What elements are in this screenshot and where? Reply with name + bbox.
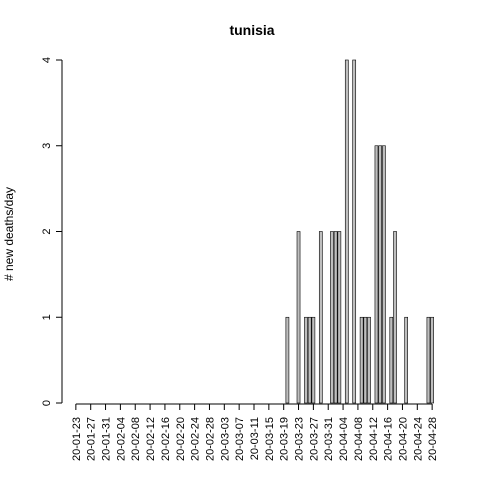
- y-tick-label: 4: [41, 57, 53, 63]
- bar: [389, 316, 394, 404]
- x-tick-label: 20-04-20: [397, 417, 409, 461]
- bar: [337, 231, 342, 404]
- bar: [374, 145, 379, 404]
- bar: [296, 231, 301, 404]
- x-tick-label: 20-02-16: [160, 417, 172, 461]
- y-tick-label: 1: [41, 314, 53, 320]
- x-tick-label: 20-03-23: [294, 417, 306, 461]
- x-tick-label: 20-04-04: [338, 417, 350, 461]
- x-tick-label: 20-03-15: [264, 417, 276, 461]
- bar: [359, 316, 364, 404]
- x-tick-label: 20-01-31: [101, 417, 113, 461]
- x-tick-label: 20-02-08: [130, 417, 142, 461]
- bar: [378, 145, 383, 404]
- x-tick-label: 20-03-07: [234, 417, 246, 461]
- bar: [344, 59, 349, 404]
- y-tick-label: 3: [41, 143, 53, 149]
- bar: [393, 231, 397, 404]
- bar: [363, 316, 368, 404]
- bar: [382, 145, 386, 404]
- x-tick-label: 20-02-20: [175, 417, 187, 461]
- bar: [333, 231, 338, 404]
- x-tick-label: 20-02-24: [190, 417, 202, 461]
- bars: [285, 59, 434, 404]
- y-axis-label: # new deaths/day: [2, 187, 16, 281]
- x-tick-label: 20-04-08: [353, 417, 365, 461]
- x-axis: 20-01-23 20-01-27 20-01-31 20-02-04 20-02-08…: [71, 403, 439, 461]
- bar: [426, 316, 431, 404]
- x-tick-label: 20-01-27: [86, 417, 98, 461]
- bar: [430, 316, 434, 404]
- y-tick-label: 2: [41, 228, 53, 234]
- bar: [304, 316, 308, 404]
- x-tick-label: 20-02-04: [115, 417, 127, 461]
- x-tick-label: 20-03-31: [323, 417, 335, 461]
- bar: [307, 316, 312, 404]
- x-tick-label: 20-02-28: [204, 417, 216, 461]
- bar: [318, 231, 323, 404]
- x-tick-label: 20-01-23: [71, 417, 83, 461]
- x-tick-label: 20-03-03: [219, 417, 231, 461]
- x-tick-label: 20-03-19: [279, 417, 291, 461]
- x-tick-label: 20-03-27: [308, 417, 320, 461]
- x-tick-label: 20-04-24: [412, 417, 424, 461]
- bar: [285, 316, 290, 404]
- bar: [352, 59, 357, 404]
- x-tick-label: 20-04-28: [427, 417, 439, 461]
- y-tick-label: 0: [41, 400, 53, 406]
- bar: [330, 231, 334, 404]
- x-tick-label: 20-04-12: [368, 417, 380, 461]
- y-axis: 0 1 2 3 4: [41, 57, 63, 406]
- x-tick-label: 20-03-11: [249, 417, 261, 460]
- bar: [367, 316, 371, 404]
- bar: [404, 316, 408, 404]
- x-tick-label: 20-04-16: [383, 417, 395, 461]
- bar: [311, 316, 316, 404]
- x-tick-label: 20-02-12: [145, 417, 157, 461]
- chart-title: tunisia: [229, 22, 274, 38]
